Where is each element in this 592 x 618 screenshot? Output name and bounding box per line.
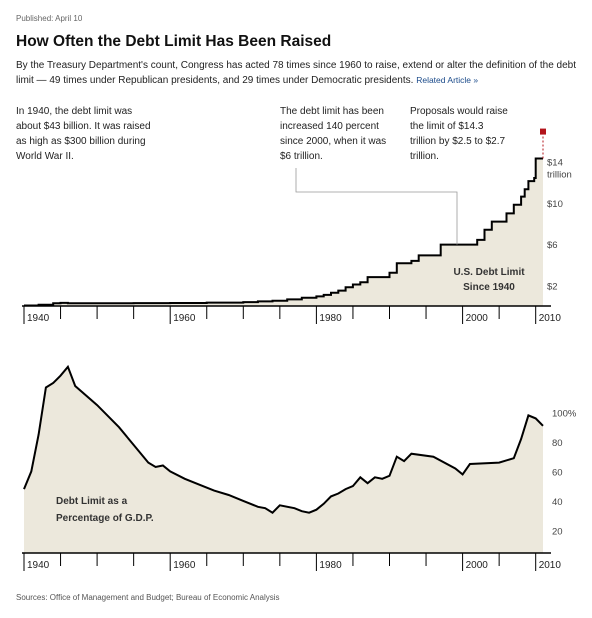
published-date: Published: April 10: [16, 14, 83, 23]
proposal-marker: [540, 128, 546, 135]
dek-text: By the Treasury Department's count, Cong…: [16, 60, 576, 86]
x-tick-label: 2000: [466, 560, 489, 571]
related-article-link[interactable]: Related Article »: [416, 75, 479, 85]
y-tick-label: 40: [552, 497, 563, 508]
debt-limit-series-label-line2: Since 1940: [463, 282, 515, 293]
y-tick-label: $6: [547, 240, 558, 251]
gdp-percentage-x-axis: 1940 1960 1980 2000 2010: [22, 552, 562, 571]
gdp-percentage-series-line: [23, 364, 544, 514]
annotation-leader-2000: [295, 168, 458, 245]
x-tick-label: 1980: [319, 313, 342, 324]
x-tick-label: 1940: [27, 560, 50, 571]
x-tick-label: 1980: [319, 560, 342, 571]
x-tick-label: 2010: [539, 560, 562, 571]
annotation-1940: In 1940, the debt limit was about $43 bi…: [16, 106, 151, 162]
x-tick-label: 1940: [27, 313, 50, 324]
debt-limit-area: [24, 158, 543, 306]
debt-limit-series-line: [24, 157, 543, 307]
y-tick-label: 60: [552, 467, 563, 478]
gdp-percentage-area: [24, 366, 543, 553]
annotation-2000: The debt limit has been increased 140 pe…: [280, 106, 387, 162]
y-tick-label: $10: [547, 199, 563, 210]
x-tick-label: 1960: [173, 560, 196, 571]
gdp-series-label-line1: Debt Limit as a: [56, 496, 128, 507]
gdp-percentage-y-axis: 20 40 60 80 100%: [552, 408, 577, 537]
y-tick-label: $2: [547, 281, 558, 292]
debt-limit-series-label-line1: U.S. Debt Limit: [453, 267, 525, 278]
headline: How Often the Debt Limit Has Been Raised: [16, 33, 332, 50]
y-tick-label: 100%: [552, 408, 577, 419]
x-tick-label: 1960: [173, 313, 196, 324]
gdp-series-label-line2: Percentage of G.D.P.: [56, 513, 154, 524]
y-tick-label: $14: [547, 158, 563, 169]
y-unit-label: trillion: [547, 170, 572, 181]
x-tick-label: 2000: [466, 313, 489, 324]
sources-note: Sources: Office of Management and Budget…: [16, 593, 280, 602]
dek: By the Treasury Department's count, Cong…: [16, 58, 581, 88]
debt-limit-x-axis: 1940 1960 1980 2000 2010: [22, 305, 562, 324]
x-tick-label: 2010: [539, 313, 562, 324]
annotation-proposals: Proposals would raise the limit of $14.3…: [410, 106, 508, 162]
y-tick-label: 80: [552, 438, 563, 449]
y-tick-label: 20: [552, 526, 563, 537]
